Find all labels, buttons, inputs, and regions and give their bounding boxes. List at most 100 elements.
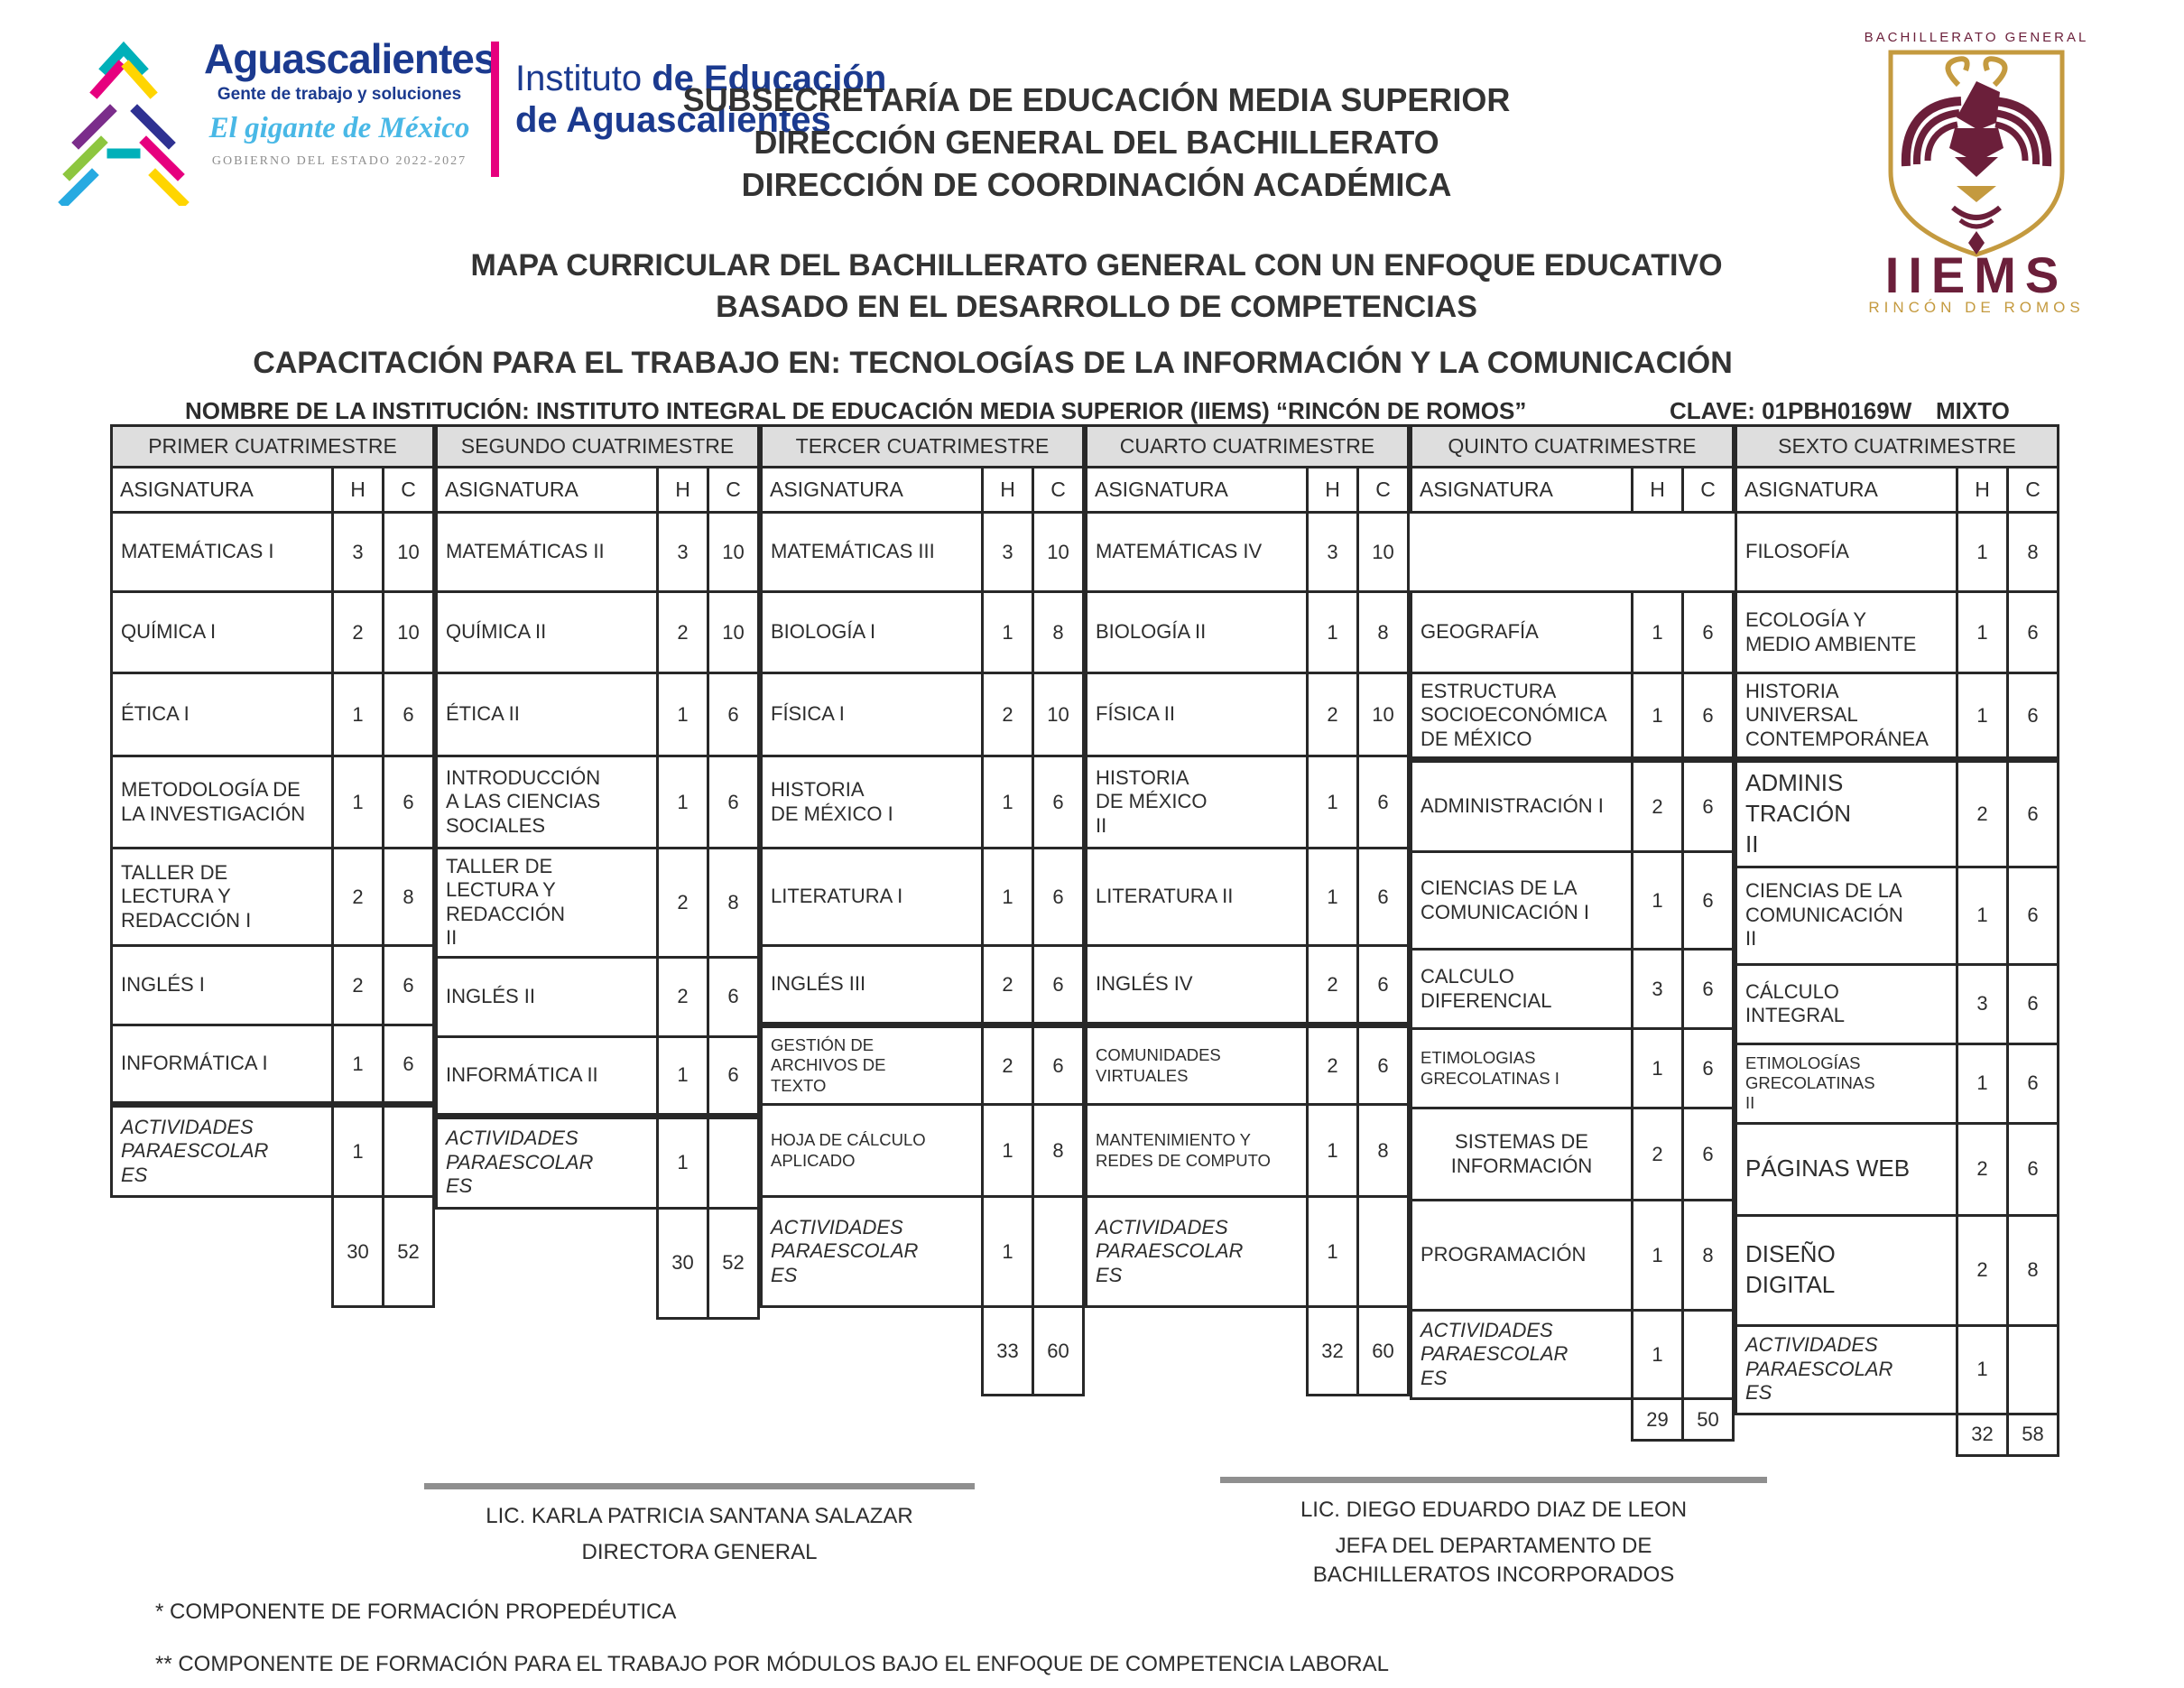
eagle-wings-icon bbox=[1901, 97, 2052, 167]
credits-cell: 10 bbox=[707, 511, 760, 593]
subject-cell: ACTIVIDADES PARAESCOLAR ES bbox=[1085, 1195, 1309, 1308]
credits-cell: 6 bbox=[707, 755, 760, 849]
signature-line bbox=[424, 1483, 975, 1489]
signature-block-right: LIC. DIEGO EDUARDO DIAZ DE LEON JEFA DEL… bbox=[1220, 1477, 1767, 1591]
hours-cell: 1 bbox=[1956, 1042, 2009, 1125]
subject-cell: MATEMÁTICAS III bbox=[760, 511, 984, 593]
signer-name: LIC. DIEGO EDUARDO DIAZ DE LEON bbox=[1300, 1498, 1688, 1522]
hours-cell: 1 bbox=[981, 1195, 1034, 1308]
signature-block-left: LIC. KARLA PATRICIA SANTANA SALAZAR DIRE… bbox=[424, 1483, 975, 1567]
subject-cell: ACTIVIDADES PARAESCOLAR ES bbox=[110, 1101, 334, 1198]
title-direccion-general: DIRECCIÓN GENERAL DEL BACHILLERATO bbox=[754, 123, 1439, 161]
hours-cell: 1 bbox=[1306, 1103, 1359, 1198]
total-credits: 52 bbox=[382, 1195, 435, 1308]
credits-cell: 8 bbox=[382, 847, 435, 947]
credits-cell: 6 bbox=[382, 1024, 435, 1106]
subject-cell: TALLER DE LECTURA Y REDACCIÓN I bbox=[110, 847, 334, 947]
credits-cell: 6 bbox=[1356, 755, 1410, 849]
total-hours: 32 bbox=[1956, 1412, 2009, 1457]
signer-name: LIC. KARLA PATRICIA SANTANA SALAZAR bbox=[486, 1504, 913, 1528]
credits-cell bbox=[1032, 1195, 1085, 1308]
semester-title: SEGUNDO CUATRIMESTRE bbox=[435, 424, 760, 468]
hours-cell: 2 bbox=[1306, 1022, 1359, 1106]
hours-cell: 1 bbox=[1956, 1323, 2009, 1415]
hours-cell: 1 bbox=[1956, 671, 2009, 762]
hours-cell: 1 bbox=[331, 1024, 384, 1106]
semester-table-1: PRIMER CUATRIMESTRE ASIGNATURA H C MATEMÁTIC… bbox=[110, 424, 435, 1437]
hours-cell: 1 bbox=[331, 672, 384, 757]
subject-cell: INTRODUCCIÓN A LAS CIENCIAS SOCIALES bbox=[435, 755, 659, 849]
column-header-asignatura: ASIGNATURA bbox=[1410, 466, 1633, 514]
hours-cell: 1 bbox=[1631, 1027, 1684, 1110]
aguascalientes-logo: Aguascalientes Gente de trabajo y soluci… bbox=[56, 34, 886, 206]
empty-region bbox=[437, 1406, 759, 1448]
hours-cell: 3 bbox=[656, 511, 709, 593]
hours-cell: 1 bbox=[1306, 755, 1359, 849]
semester-title: QUINTO CUATRIMESTRE bbox=[1410, 424, 1735, 468]
empty-region bbox=[762, 1396, 1084, 1437]
subject-cell: SISTEMAS DE INFORMACIÓN bbox=[1410, 1107, 1633, 1202]
hours-cell: 1 bbox=[656, 755, 709, 849]
institute-name: Instituto de Educación de Aguascalientes bbox=[515, 58, 886, 141]
hours-cell: 1 bbox=[1631, 1199, 1684, 1312]
credits-cell: 6 bbox=[707, 672, 760, 757]
subject-cell: CIENCIAS DE LA COMUNICACIÓN II bbox=[1735, 865, 1958, 966]
credits-cell: 6 bbox=[382, 672, 435, 757]
subject-cell: HISTORIA DE MÉXICO I bbox=[760, 755, 984, 849]
column-header-c: C bbox=[2006, 466, 2059, 514]
subject-cell: MANTENIMIENTO Y REDES DE COMPUTO bbox=[1085, 1103, 1309, 1198]
hours-cell: 1 bbox=[1631, 850, 1684, 951]
semester-table-4: CUARTO CUATRIMESTRE ASIGNATURA H C MATEMÁTIC… bbox=[1085, 424, 1410, 1437]
semester-table-6: SEXTO CUATRIMESTRE ASIGNATURA H C FILOSOFÍA 1… bbox=[1735, 424, 2059, 1457]
column-header-asignatura: ASIGNATURA bbox=[760, 466, 984, 514]
subject-cell: GESTIÓN DE ARCHIVOS DE TEXTO bbox=[760, 1022, 984, 1106]
institute-word-bold: de Educación bbox=[652, 59, 887, 98]
subject-cell: FILOSOFÍA bbox=[1735, 511, 1958, 593]
credits-cell: 6 bbox=[1681, 590, 1735, 674]
credits-cell bbox=[2006, 1323, 2059, 1415]
hours-cell: 1 bbox=[981, 847, 1034, 947]
aguascalientes-a-icon bbox=[58, 41, 190, 206]
iiems-acronym: IIEMS bbox=[1885, 246, 2068, 303]
empty-region bbox=[1411, 513, 1734, 592]
total-hours: 29 bbox=[1631, 1397, 1684, 1442]
brand-slogan: El gigante de México bbox=[208, 112, 470, 144]
credits-cell: 10 bbox=[1032, 672, 1085, 757]
credits-cell bbox=[1681, 1309, 1735, 1401]
credits-cell: 6 bbox=[2006, 865, 2059, 966]
empty-region bbox=[1087, 1396, 1409, 1437]
hours-cell: 1 bbox=[981, 590, 1034, 674]
hours-cell: 2 bbox=[1631, 756, 1684, 854]
total-hours: 30 bbox=[331, 1195, 384, 1308]
credits-cell: 6 bbox=[1356, 944, 1410, 1026]
semester-table-5: QUINTO CUATRIMESTRE ASIGNATURA H C GEOGRAFÍA… bbox=[1410, 424, 1735, 1442]
subject-cell: INFORMÁTICA II bbox=[435, 1034, 659, 1118]
credits-cell bbox=[382, 1101, 435, 1198]
subject-cell: PÁGINAS WEB bbox=[1735, 1121, 1958, 1217]
subject-cell: MATEMÁTICAS IV bbox=[1085, 511, 1309, 593]
subject-cell: CALCULO DIFERENCIAL bbox=[1410, 948, 1633, 1031]
hours-cell: 1 bbox=[1956, 590, 2009, 674]
credits-cell: 6 bbox=[1681, 671, 1735, 762]
subject-cell: BIOLOGÍA II bbox=[1085, 590, 1309, 674]
hours-cell: 1 bbox=[1956, 511, 2009, 593]
subject-cell: CÁLCULO INTEGRAL bbox=[1735, 962, 1958, 1045]
hours-cell: 1 bbox=[331, 1101, 384, 1198]
hours-cell: 1 bbox=[1306, 847, 1359, 947]
column-header-asignatura: ASIGNATURA bbox=[435, 466, 659, 514]
semester-table-3: TERCER CUATRIMESTRE ASIGNATURA H C MATEMÁTIC… bbox=[760, 424, 1085, 1437]
title-subsecretaria: SUBSECRETARÍA DE EDUCACIÓN MEDIA SUPERIO… bbox=[682, 81, 1511, 118]
column-header-h: H bbox=[1306, 466, 1359, 514]
empty-region bbox=[437, 1318, 759, 1406]
credits-cell: 6 bbox=[1681, 1027, 1735, 1110]
curriculum-table: PRIMER CUATRIMESTRE ASIGNATURA H C MATEMÁTIC… bbox=[110, 424, 2059, 1457]
credits-cell: 6 bbox=[1032, 944, 1085, 1026]
credits-cell: 6 bbox=[1681, 948, 1735, 1031]
total-hours: 32 bbox=[1306, 1305, 1359, 1396]
subject-cell: INGLÉS IV bbox=[1085, 944, 1309, 1026]
subject-cell: INGLÉS II bbox=[435, 955, 659, 1038]
subject-cell: FÍSICA II bbox=[1085, 672, 1309, 757]
modality: MIXTO bbox=[1936, 397, 2010, 424]
hours-cell: 2 bbox=[1306, 672, 1359, 757]
subject-cell: HOJA DE CÁLCULO APLICADO bbox=[760, 1103, 984, 1198]
